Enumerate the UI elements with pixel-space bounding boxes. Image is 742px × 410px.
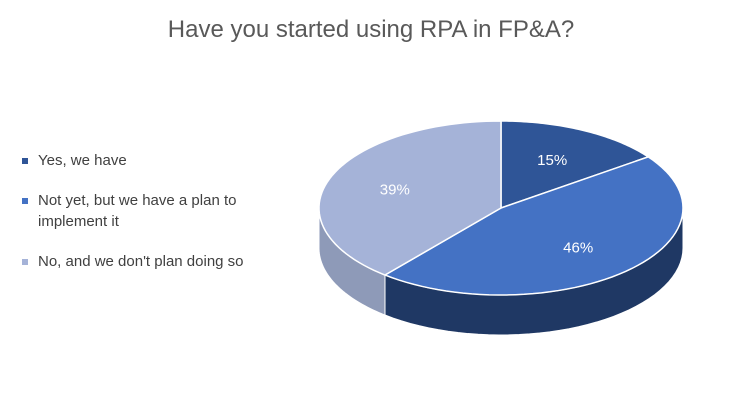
pie-slice-yes: [500, 120, 650, 210]
data-label-no: 39%: [380, 182, 410, 199]
legend-label-no: No, and we don't plan doing so: [38, 253, 244, 270]
legend-item-yes: Yes, we have: [20, 150, 270, 171]
legend-item-no: No, and we don't plan doing so: [20, 251, 270, 272]
pie-slice-no: [318, 120, 502, 276]
legend-label-yes: Yes, we have: [38, 152, 127, 169]
legend-swatch-not-yet: [22, 198, 28, 204]
legend-swatch-yes: [22, 158, 28, 164]
pie-labels: 15% 46% 39%: [380, 152, 593, 256]
legend-swatch-no: [22, 259, 28, 265]
chart-title: Have you started using RPA in FP&A?: [167, 16, 575, 43]
pie-tops: [318, 120, 684, 296]
data-label-yes: 15%: [537, 152, 567, 169]
legend-item-not-yet: Not yet, but we have a plan to implement…: [20, 190, 270, 232]
data-label-not-yet: 46%: [563, 239, 593, 256]
legend: Yes, we have Not yet, but we have a plan…: [20, 150, 270, 291]
pie-slice-not-yet: [383, 156, 684, 296]
legend-label-not-yet: Not yet, but we have a plan to implement…: [38, 192, 237, 230]
